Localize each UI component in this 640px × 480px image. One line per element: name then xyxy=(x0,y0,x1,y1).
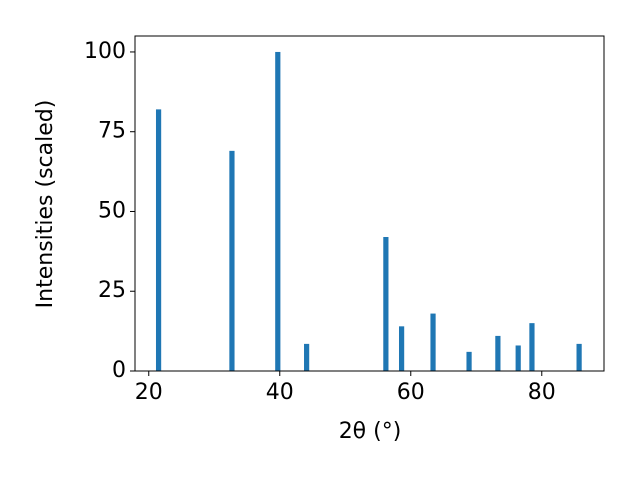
bar xyxy=(398,326,405,371)
x-tick-label: 40 xyxy=(266,380,294,405)
x-tick-label: 60 xyxy=(397,380,425,405)
bar xyxy=(304,343,310,371)
bar xyxy=(229,150,235,371)
bar xyxy=(466,351,472,371)
bar xyxy=(515,345,521,371)
x-axis-label: 2θ (°) xyxy=(339,419,402,444)
y-tick-label: 75 xyxy=(98,119,126,144)
x-tick-label: 80 xyxy=(528,380,556,405)
bar xyxy=(495,335,501,371)
x-tick-label: 20 xyxy=(135,380,163,405)
bar xyxy=(430,313,436,371)
bar xyxy=(529,323,535,371)
y-axis-label: Intensities (scaled) xyxy=(33,100,58,309)
y-tick-label: 25 xyxy=(98,278,126,303)
y-tick-label: 0 xyxy=(112,358,126,383)
y-tick-label: 50 xyxy=(98,198,126,223)
bar xyxy=(576,343,582,371)
bar xyxy=(383,237,389,371)
y-tick-label: 100 xyxy=(84,39,126,64)
bar xyxy=(275,51,281,371)
plot-frame xyxy=(134,35,605,372)
bar xyxy=(155,109,162,371)
